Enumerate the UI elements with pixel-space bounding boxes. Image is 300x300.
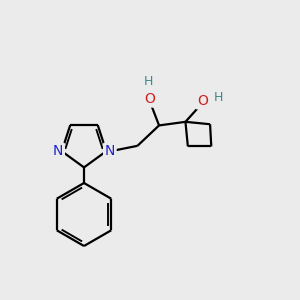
Text: O: O [197,94,208,108]
Text: N: N [53,144,63,158]
Text: N: N [105,144,115,158]
Text: H: H [214,91,223,104]
Text: H: H [144,75,153,88]
Text: O: O [145,92,155,106]
